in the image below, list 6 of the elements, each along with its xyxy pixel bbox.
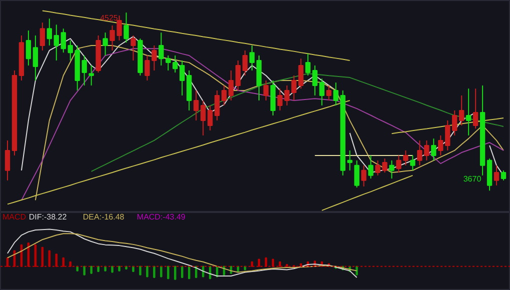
annotation: MACD:-43.49 xyxy=(136,212,186,222)
annotation: 3670 xyxy=(463,174,482,184)
chart-title: MACD xyxy=(2,212,26,222)
series-label: DIF:-38.22 xyxy=(28,212,68,222)
annotation: 4525 xyxy=(100,14,118,23)
series-label: DEA:-16.48 xyxy=(82,212,125,222)
